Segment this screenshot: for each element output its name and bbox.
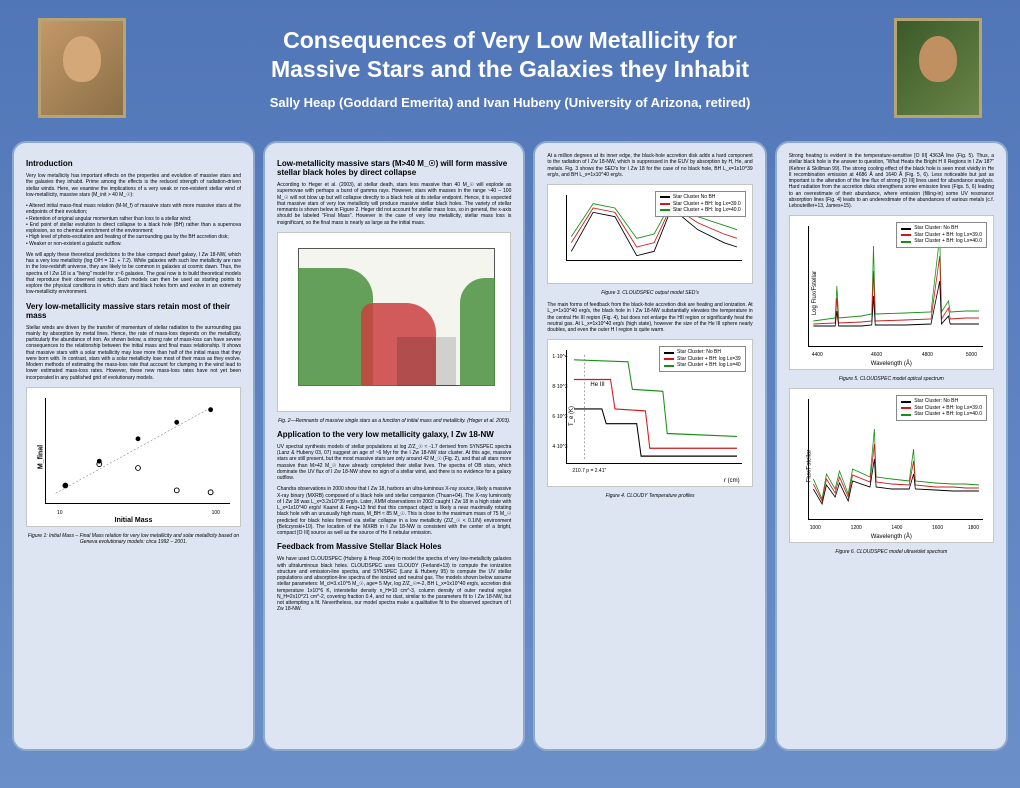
- fig4-yt1: 6·10^3: [552, 414, 567, 420]
- sec2-p1: Stellar winds are driven by the transfer…: [26, 325, 241, 381]
- title-block: Consequences of Very Low Metallicity for…: [126, 26, 894, 111]
- figure-3: Star Cluster No BH Star Cluster + BH: lo…: [547, 184, 752, 284]
- intro-p1: Very low metallicity has important effec…: [26, 173, 241, 198]
- c2-sec1-p1: According to Heger et al. (2003), at ste…: [277, 182, 511, 226]
- leg3-2: Star Cluster + BH: log Lx=40.0: [673, 207, 741, 214]
- fig1-caption: Figure 1: Initial Mass – Final Mass rela…: [26, 533, 241, 545]
- body: Introduction Very low metallicity has im…: [8, 141, 1012, 751]
- intro-bullets: • Altered initial mass-final mass relati…: [26, 203, 241, 247]
- figure-1: Initial Mass M_final 10 100: [26, 387, 241, 527]
- fig4-caption: Figure 4. CLOUDY Temperature profiles: [547, 493, 752, 499]
- figure-6: Star Cluster: No BH Star Cluster + BH: l…: [789, 388, 994, 543]
- fig5-xt2: 4800: [922, 352, 933, 358]
- fig4-yt2: 8·10^3: [552, 384, 567, 390]
- fig6-ylabel: Flux/Fstellar: [806, 449, 812, 482]
- fig5-ylabel: Log Flux/Fstellar: [812, 271, 818, 315]
- fig4-ylabel: T_e (K): [569, 406, 575, 426]
- fig5-xlabel: Wavelength (Å): [871, 361, 912, 367]
- fig6-xt0: 1000: [810, 525, 821, 531]
- fig6-legend: Star Cluster: No BH Star Cluster + BH: l…: [896, 395, 987, 421]
- leg5-2: Star Cluster + BH: log Lx=40.0: [914, 238, 982, 245]
- c2-sec2-title: Application to the very low metallicity …: [277, 430, 511, 439]
- c2-sec3-p1: We have used CLOUDSPEC (Hubeny & Heap 20…: [277, 556, 511, 612]
- authors: Sally Heap (Goddard Emerita) and Ivan Hu…: [126, 95, 894, 110]
- c2-sec2-p2: Chandra observations in 2000 show that I…: [277, 486, 511, 536]
- fig1-xtick0: 10: [57, 510, 63, 516]
- fig4-yt0: 4·10^3: [552, 444, 567, 450]
- photo-left: [38, 18, 126, 118]
- sec2-title: Very low-metallicity massive stars retai…: [26, 302, 241, 320]
- fig1-xtick1: 100: [212, 510, 220, 516]
- fig6-xt3: 1600: [932, 525, 943, 531]
- fig1-xlabel: Initial Mass: [115, 517, 153, 524]
- fig1-ylabel: M_final: [38, 445, 45, 469]
- fig6-xlabel: Wavelength (Å): [871, 534, 912, 540]
- leg6-2: Star Cluster + BH: log Lx=40.0: [914, 411, 982, 418]
- intro-p2: We will apply these theoretical predicti…: [26, 252, 241, 296]
- fig6-xt2: 1400: [891, 525, 902, 531]
- fig5-xt1: 4600: [871, 352, 882, 358]
- fig3-caption: Figure 3. CLOUDSPEC output model SED's: [547, 290, 752, 296]
- figure-4: Star Cluster: No BH Star Cluster + BH: l…: [547, 339, 752, 487]
- photo-right: [894, 18, 982, 118]
- fig5-xt0: 4400: [812, 352, 823, 358]
- leg4-2: Star Cluster + BH: log Lx=40: [677, 362, 741, 369]
- figure-2: [277, 232, 511, 412]
- header: Consequences of Very Low Metallicity for…: [8, 8, 1012, 133]
- title-line1: Consequences of Very Low Metallicity for: [283, 27, 737, 53]
- figure-5: Star Cluster: No BH Star Cluster + BH: l…: [789, 215, 994, 370]
- fig4-legend: Star Cluster: No BH Star Cluster + BH: l…: [659, 346, 746, 372]
- c2-sec2-p1: UV spectral synthesis models of stellar …: [277, 444, 511, 482]
- poster-root: Consequences of Very Low Metallicity for…: [0, 0, 1020, 788]
- column-4: Strong heating is evident in the tempera…: [775, 141, 1008, 751]
- title: Consequences of Very Low Metallicity for…: [126, 26, 894, 84]
- column-1: Introduction Very low metallicity has im…: [12, 141, 255, 751]
- column-2: Low-metallicity massive stars (M>40 M_☉)…: [263, 141, 525, 751]
- fig5-caption: Figure 5. CLOUDSPEC model optical spectr…: [789, 376, 994, 382]
- intro-title: Introduction: [26, 159, 241, 168]
- c2-sec3-title: Feedback from Massive Stellar Black Hole…: [277, 542, 511, 551]
- fig4-yt3: 1·10^4: [552, 354, 567, 360]
- fig2-caption: Fig. 2—Remnants of massive single stars …: [277, 418, 511, 424]
- fig6-xt1: 1200: [851, 525, 862, 531]
- c3-p2: The main forms of feedback from the blac…: [547, 302, 752, 333]
- column-3: At a million degrees at its inner edge, …: [533, 141, 766, 751]
- c2-sec1-title: Low-metallicity massive stars (M>40 M_☉)…: [277, 159, 511, 177]
- c4-p1: Strong heating is evident in the tempera…: [789, 153, 994, 209]
- title-line2: Massive Stars and the Galaxies they Inha…: [271, 56, 749, 82]
- fig6-xt4: 1800: [968, 525, 979, 531]
- fig3-legend: Star Cluster No BH Star Cluster + BH: lo…: [655, 191, 746, 217]
- c3-p1: At a million degrees at its inner edge, …: [547, 153, 752, 178]
- fig4-xannot: 210.7 p = 2.41": [572, 468, 606, 474]
- fig5-legend: Star Cluster: No BH Star Cluster + BH: l…: [896, 222, 987, 248]
- fig4-he: He III: [590, 382, 604, 388]
- fig5-xt3: 5000: [966, 352, 977, 358]
- fig4-xlabel: r (cm): [724, 478, 740, 484]
- fig6-caption: Figure 6. CLOUDSPEC model ultraviolet sp…: [789, 549, 994, 555]
